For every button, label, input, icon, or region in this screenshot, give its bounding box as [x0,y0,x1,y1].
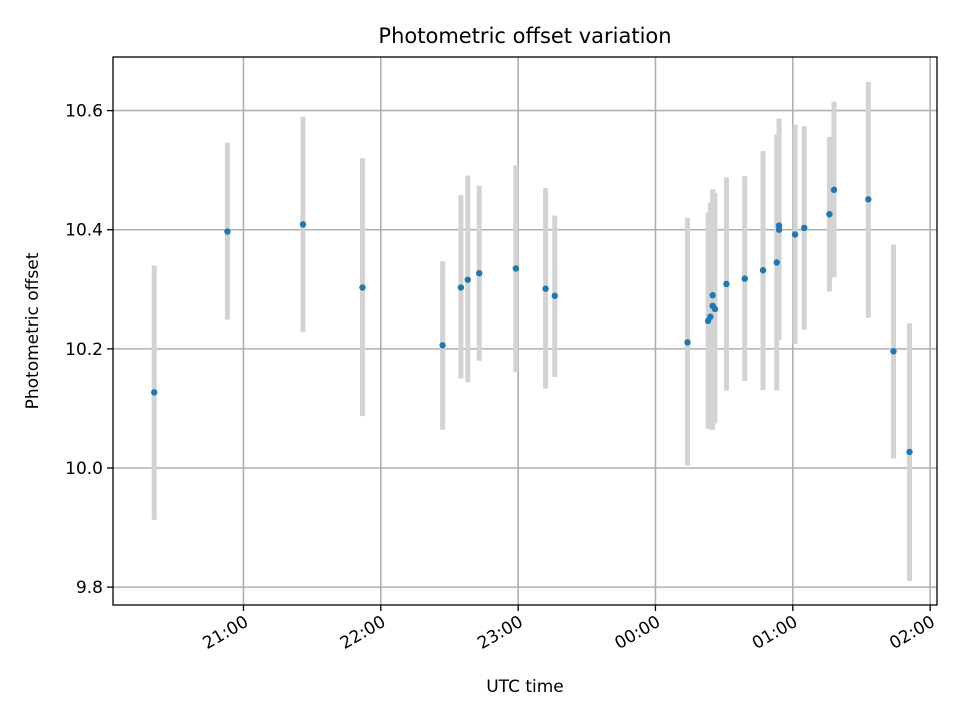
data-point [773,259,780,266]
x-axis-label: UTC time [486,677,564,697]
data-point [457,284,465,291]
data-point [439,342,446,349]
data-point [890,348,897,355]
y-tick-label: 10.0 [65,459,103,479]
plot-frame [112,56,938,606]
data-point [359,284,366,291]
x-tick-label: 23:00 [474,612,526,654]
data-point [723,280,730,288]
data-point [684,339,691,346]
x-tick-label: 00:00 [612,612,664,654]
data-point [906,448,913,456]
data-point [707,313,714,320]
data-point [224,228,231,235]
data-point [151,389,158,396]
data-point [830,186,838,194]
data-point [551,292,558,300]
data-point [791,231,799,238]
tick-layer: 9.8 10.0 10.2 10.4 10.6 21:00 22:00 23:00 00:00 0… [65,102,938,654]
y-tick-label: 10.4 [65,221,103,241]
errorbar-layer [151,82,913,582]
data-point [759,267,767,274]
y-tick-label: 10.2 [65,340,103,360]
x-tick-label: 22:00 [337,612,389,654]
data-point [299,221,307,228]
grid-layer [113,57,937,605]
data-point [464,276,471,283]
y-axis-label: Photometric offset [23,252,43,409]
x-tick-label: 02:00 [886,612,938,654]
data-point [512,265,520,272]
data-point [476,270,483,277]
x-tick-label: 21:00 [200,612,252,654]
data-point [709,292,716,299]
point-layer [151,186,913,456]
data-point [542,285,549,292]
data-point [741,275,748,282]
data-point [775,222,783,229]
data-point [826,211,833,218]
data-point [865,196,872,203]
data-point [801,224,808,232]
x-tick-label: 01:00 [749,612,801,654]
y-tick-label: 9.8 [76,578,103,598]
chart-title: Photometric offset variation [378,24,671,48]
data-point [711,305,719,313]
y-tick-label: 10.6 [65,102,103,122]
